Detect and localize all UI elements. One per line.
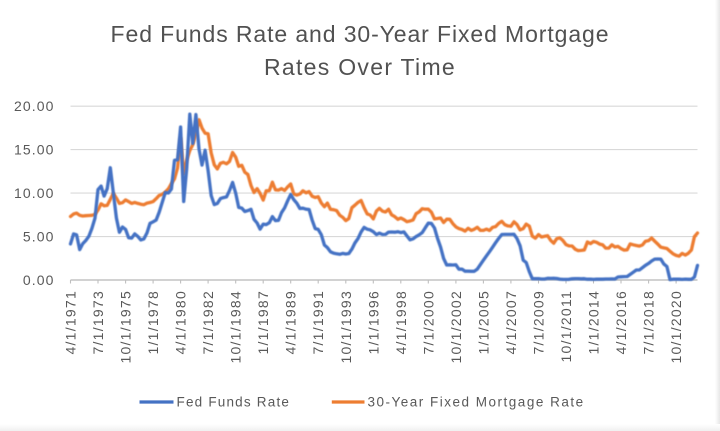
svg-text:4/1/1971: 4/1/1971 — [63, 290, 79, 355]
svg-text:1/1/1996: 1/1/1996 — [365, 290, 381, 355]
svg-text:7/1/2000: 7/1/2000 — [420, 290, 436, 355]
svg-text:15.00: 15.00 — [14, 141, 55, 157]
svg-text:4/1/1980: 4/1/1980 — [173, 290, 189, 355]
svg-text:10/1/2011: 10/1/2011 — [558, 290, 574, 363]
svg-text:10.00: 10.00 — [14, 185, 55, 201]
svg-text:1/1/2005: 1/1/2005 — [475, 290, 491, 355]
svg-text:30-Year Fixed Mortgage Rate: 30-Year Fixed Mortgage Rate — [368, 395, 585, 410]
svg-text:4/1/2007: 4/1/2007 — [503, 290, 519, 355]
svg-text:5.00: 5.00 — [23, 228, 55, 244]
svg-text:4/1/1989: 4/1/1989 — [283, 290, 299, 355]
svg-text:10/1/1984: 10/1/1984 — [228, 290, 244, 364]
svg-text:20.00: 20.00 — [14, 98, 55, 114]
svg-text:7/1/1991: 7/1/1991 — [310, 290, 326, 355]
svg-text:7/1/2009: 7/1/2009 — [531, 290, 547, 355]
svg-text:1/1/1987: 1/1/1987 — [255, 290, 271, 355]
svg-text:Fed Funds Rate and 30-Year Fix: Fed Funds Rate and 30-Year Fixed Mortgag… — [111, 21, 610, 47]
svg-text:0.00: 0.00 — [23, 272, 55, 288]
svg-text:10/1/1993: 10/1/1993 — [338, 290, 354, 364]
svg-text:7/1/1973: 7/1/1973 — [90, 290, 106, 355]
svg-text:1/1/1978: 1/1/1978 — [145, 290, 161, 355]
svg-text:10/1/2002: 10/1/2002 — [448, 290, 464, 364]
svg-text:4/1/1998: 4/1/1998 — [393, 290, 409, 355]
svg-text:7/1/1982: 7/1/1982 — [200, 290, 216, 355]
svg-text:4/1/2016: 4/1/2016 — [613, 290, 629, 355]
svg-text:1/1/2014: 1/1/2014 — [586, 290, 602, 355]
svg-text:Fed Funds Rate: Fed Funds Rate — [177, 395, 291, 410]
svg-text:7/1/2018: 7/1/2018 — [641, 290, 657, 355]
svg-text:10/1/1975: 10/1/1975 — [118, 290, 134, 364]
svg-text:Rates Over Time: Rates Over Time — [264, 54, 456, 80]
svg-text:10/1/2020: 10/1/2020 — [668, 290, 684, 364]
